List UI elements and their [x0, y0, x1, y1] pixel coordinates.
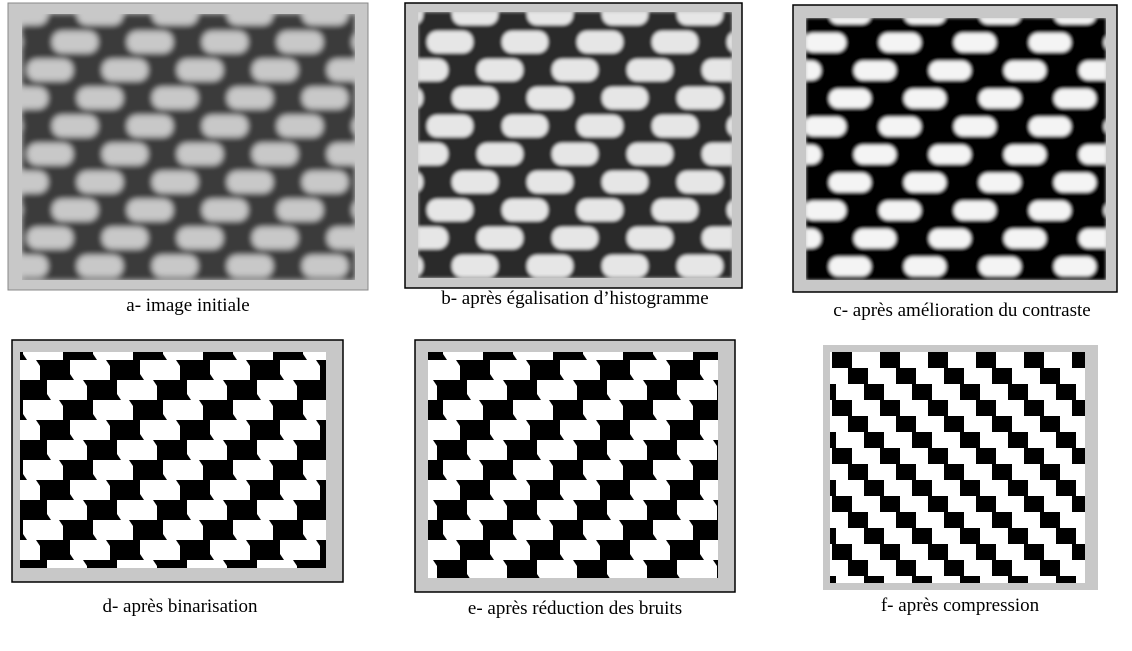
texture-image — [418, 12, 732, 278]
caption: b- après égalisation d’histogramme — [441, 288, 709, 309]
texture-image — [22, 14, 355, 280]
binary-image — [20, 352, 326, 568]
caption: e- après réduction des bruits — [468, 598, 682, 619]
binary-image — [428, 352, 718, 578]
caption: f- après compression — [881, 595, 1040, 616]
caption: d- après binarisation — [102, 596, 258, 617]
compressed-image — [830, 352, 1085, 583]
texture-image — [806, 18, 1106, 280]
figure: a- image initiale b- après égalisation d… — [0, 0, 1132, 651]
figure-page: a- image initiale b- après égalisation d… — [0, 0, 1132, 651]
caption: a- image initiale — [126, 295, 249, 316]
caption: c- après amélioration du contraste — [833, 300, 1090, 321]
